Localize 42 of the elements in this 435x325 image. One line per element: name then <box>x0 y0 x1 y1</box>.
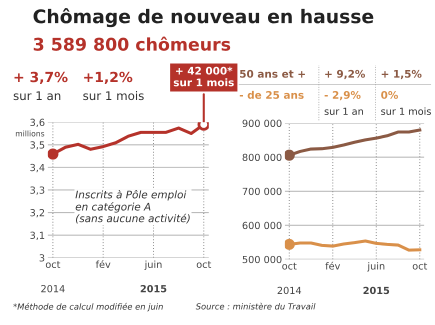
text: +1,2% <box>84 72 132 84</box>
y-tick-label: 900 000 <box>242 120 282 128</box>
x-tick-label: juin <box>144 260 162 270</box>
text: 2015 <box>364 286 390 294</box>
y-tick-label: 3 <box>40 254 44 262</box>
y-tick-label: 700 000 <box>242 188 282 196</box>
source-note: Source : ministère du Travail <box>196 302 316 310</box>
text: *Méthode de calcul modifiée en juin <box>13 302 163 312</box>
y-tick-label: 3,2 <box>30 209 44 218</box>
chart-subtitle: 3 589 800 chômeurs <box>34 36 230 51</box>
text: 0% <box>381 91 398 99</box>
annotation: Inscrits à Pôle emploi en catégorie A (sans aucune activité) <box>75 190 190 224</box>
text: sur 1 an <box>324 108 363 115</box>
text: - 2,9% <box>324 91 361 100</box>
text: + 42 000* sur 1 mois <box>174 66 234 86</box>
y-tick-label: 3,4 <box>30 164 45 172</box>
text: + 9,2% <box>325 70 365 80</box>
y-tick-label: 500 000 <box>242 256 282 264</box>
text: sur 1 mois <box>381 107 431 115</box>
text: 2015 <box>140 285 166 292</box>
y-tick-label: 3,1 <box>30 232 44 240</box>
x-tick-label: fév <box>325 262 340 270</box>
y-tick-label: 3,6 <box>30 118 44 128</box>
text: - de 25 ans <box>240 90 304 99</box>
text: 2014 <box>41 285 65 292</box>
text: 50 ans et + <box>240 70 305 78</box>
text: 2014 <box>278 286 302 294</box>
y-tick-label: 3,5 <box>30 141 44 150</box>
text: sur 1 an <box>14 91 60 100</box>
x-tick-label: oct <box>412 262 428 270</box>
x-tick-label: oct <box>46 261 60 268</box>
text: + 3,7% <box>14 72 68 84</box>
x-tick-label: oct <box>282 262 297 270</box>
text: + 1,5% <box>382 70 422 80</box>
y-tick-label: 3,3 <box>30 186 44 195</box>
chart-title: Chômage de nouveau en hausse <box>34 8 374 28</box>
text: sur 1 mois <box>83 91 144 100</box>
y-tick-label: 800 000 <box>242 154 282 162</box>
y-tick-label: 600 000 <box>242 222 282 230</box>
x-tick-label: fév <box>96 260 110 268</box>
x-tick-label: juin <box>367 262 384 272</box>
x-tick-label: oct <box>196 261 212 268</box>
